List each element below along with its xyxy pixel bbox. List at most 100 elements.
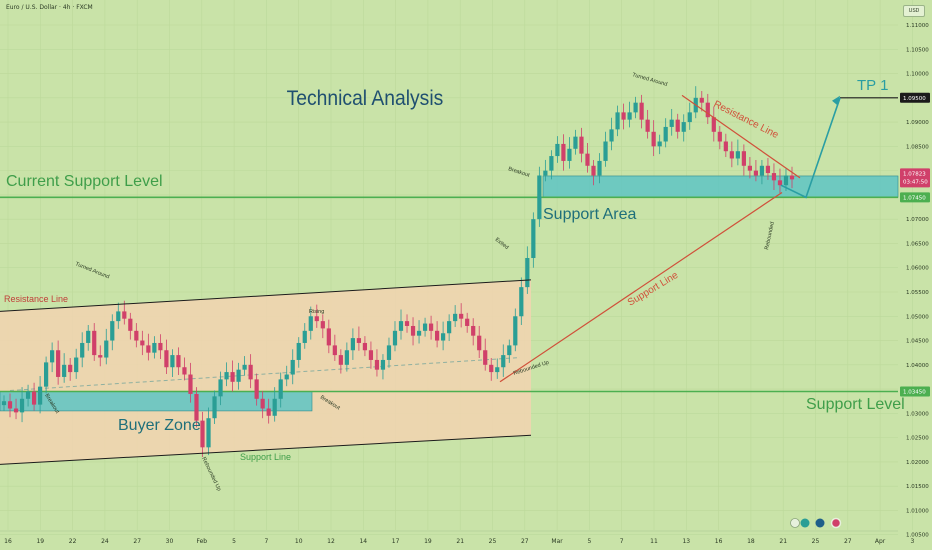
candle-body-12 xyxy=(74,357,79,373)
y-tick-20: 1.01000 xyxy=(906,508,929,514)
candle-body-84 xyxy=(507,345,512,356)
x-tick-14: 21 xyxy=(456,538,464,545)
candle-body-119 xyxy=(717,131,722,142)
candle-body-43 xyxy=(260,398,265,409)
candle-body-28 xyxy=(170,355,175,368)
candle-body-85 xyxy=(513,316,518,346)
x-tick-28: 3 xyxy=(910,538,914,545)
current-price-box xyxy=(900,168,930,188)
y-tick-11: 1.05500 xyxy=(906,290,929,296)
candle-body-38 xyxy=(230,372,235,382)
x-tick-21: 13 xyxy=(682,538,690,545)
candle-body-103 xyxy=(621,112,626,120)
candle-body-101 xyxy=(609,129,614,142)
candle-body-71 xyxy=(428,323,434,331)
candle-body-7 xyxy=(44,362,49,387)
x-tick-4: 27 xyxy=(133,538,141,545)
candle-body-112 xyxy=(675,119,680,132)
candle-body-25 xyxy=(152,342,157,353)
candle-body-99 xyxy=(597,160,602,176)
candle-body-72 xyxy=(434,330,440,341)
eye-icon[interactable] xyxy=(815,518,825,528)
candle-body-51 xyxy=(308,316,313,331)
candles xyxy=(1,86,795,458)
ascending-channel xyxy=(0,279,531,465)
x-tick-23: 18 xyxy=(747,538,755,545)
candle-body-67 xyxy=(404,321,410,326)
projection-arrowhead xyxy=(832,95,840,106)
candle-body-55 xyxy=(332,345,337,356)
time-axis[interactable]: 16 19 22 24 27 30 Feb 5 7 10 12 14 17 19 21 25 27 Mar 5 7 11… xyxy=(0,530,932,545)
candle-body-45 xyxy=(272,398,277,416)
candle-body-1 xyxy=(7,401,13,409)
candle-body-18 xyxy=(110,321,115,341)
candle-body-17 xyxy=(104,340,109,358)
y-tick-17: 1.02500 xyxy=(906,436,929,442)
candle-body-42 xyxy=(254,379,259,399)
candle-body-2 xyxy=(13,408,19,413)
candle-body-106 xyxy=(639,102,644,120)
alert-icon[interactable] xyxy=(830,517,842,529)
x-tick-11: 14 xyxy=(359,538,367,545)
x-tick-22: 16 xyxy=(715,538,723,545)
candle-body-35 xyxy=(212,396,217,419)
candle-body-75 xyxy=(453,313,458,322)
candle-body-120 xyxy=(723,141,728,152)
countdown-text: 03:47:50 xyxy=(903,179,928,185)
indicator-icons[interactable] xyxy=(790,517,842,529)
tp1-label: TP 1 xyxy=(857,77,888,94)
candle-body-107 xyxy=(645,119,650,132)
candle-body-74 xyxy=(447,321,452,334)
candle-body-40 xyxy=(242,364,247,370)
candle-body-61 xyxy=(368,350,374,360)
support-level-price-tag-box xyxy=(900,386,930,397)
x-tick-5: 30 xyxy=(166,538,174,545)
lightning-icon[interactable] xyxy=(790,518,800,528)
candle-body-58 xyxy=(350,338,355,351)
candle-body-116 xyxy=(699,97,704,103)
candle-body-15 xyxy=(92,330,97,356)
candle-body-94 xyxy=(567,148,572,161)
candle-body-30 xyxy=(182,367,187,375)
x-tick-1: 19 xyxy=(36,538,44,545)
price-labels: 1.09500 1.07823 03:47:50 1.07450 1.03450 xyxy=(900,92,930,397)
candle-body-95 xyxy=(573,136,578,149)
candle-body-83 xyxy=(501,355,506,368)
x-tick-25: 25 xyxy=(812,538,820,545)
current-price-tag: 1.07823 03:47:50 xyxy=(900,168,930,188)
candle-body-65 xyxy=(392,330,398,346)
title-label: Technical Analysis xyxy=(287,87,444,110)
support-line-left xyxy=(0,434,532,465)
y-tick-21: 1.00500 xyxy=(906,533,929,539)
y-tick-4: 1.09000 xyxy=(906,120,929,126)
candle-body-78 xyxy=(471,325,476,336)
candle-body-27 xyxy=(164,350,169,368)
candle-body-57 xyxy=(344,350,349,365)
support-level-label: Support Level xyxy=(806,396,905,413)
rising-label: Rising xyxy=(309,309,324,315)
candle-body-113 xyxy=(681,122,686,132)
x-tick-20: 11 xyxy=(650,538,658,545)
resistance-line-right xyxy=(681,94,801,179)
support-area-label: Support Area xyxy=(543,206,637,223)
candle-body-26 xyxy=(158,342,163,351)
candle-body-82 xyxy=(495,367,500,373)
candle-body-0 xyxy=(1,401,7,406)
y-tick-5: 1.08500 xyxy=(906,144,929,150)
candle-body-41 xyxy=(248,364,253,380)
candle-body-126 xyxy=(759,165,765,176)
y-tick-9: 1.06500 xyxy=(906,241,929,247)
x-tick-13: 19 xyxy=(424,538,432,545)
candle-body-69 xyxy=(416,330,422,336)
x-tick-17: Mar xyxy=(551,538,563,545)
candle-body-54 xyxy=(326,328,331,346)
candle-body-37 xyxy=(224,372,229,380)
candle-body-118 xyxy=(711,117,716,132)
x-tick-18: 5 xyxy=(587,538,591,545)
resistance-line-left xyxy=(0,279,532,312)
current-support-price-tag-text: 1.07450 xyxy=(903,195,926,201)
flag-icon[interactable] xyxy=(800,518,810,528)
candle-body-77 xyxy=(465,318,470,326)
currency-button[interactable]: USD xyxy=(903,5,925,17)
